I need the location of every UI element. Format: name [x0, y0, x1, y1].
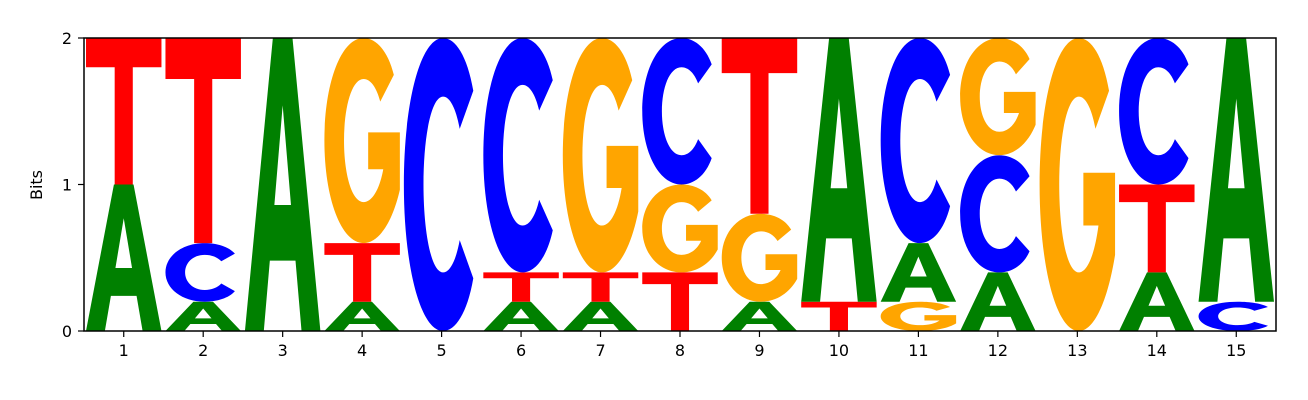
letter-c-pos-5 — [404, 38, 473, 331]
y-axis-label: Bits — [27, 170, 46, 200]
x-tick-label-5: 5 — [437, 341, 447, 360]
x-tick-label-13: 13 — [1067, 341, 1087, 360]
letter-g-pos-13 — [1040, 38, 1115, 331]
x-tick-label-2: 2 — [198, 341, 208, 360]
letter-a-pos-14 — [1119, 272, 1194, 331]
letter-c-pos-14 — [1119, 38, 1188, 185]
x-tick-label-12: 12 — [988, 341, 1008, 360]
letter-a-pos-3 — [245, 38, 320, 331]
x-tick-label-15: 15 — [1226, 341, 1246, 360]
letter-t-pos-8 — [642, 272, 717, 331]
x-axis: 1 2 3 4 5 6 7 8 9 10 11 12 13 14 15 — [119, 331, 1247, 360]
letter-t-pos-4 — [324, 243, 399, 302]
letter-a-pos-1 — [86, 185, 161, 332]
x-tick-label-10: 10 — [829, 341, 849, 360]
letter-t-pos-1 — [86, 38, 161, 185]
letter-a-pos-2 — [165, 302, 240, 331]
letter-g-pos-4 — [324, 38, 399, 243]
letter-c-pos-11 — [881, 38, 950, 243]
letter-t-pos-6 — [483, 272, 558, 301]
x-tick-label-1: 1 — [119, 341, 129, 360]
letter-t-pos-2 — [165, 38, 240, 243]
letter-t-pos-14 — [1119, 185, 1194, 273]
letter-a-pos-7 — [563, 302, 638, 331]
y-axis: 0 1 2 — [62, 29, 84, 341]
x-tick-label-9: 9 — [754, 341, 764, 360]
letter-c-pos-2 — [165, 243, 234, 302]
letter-t-pos-7 — [563, 272, 638, 301]
letter-a-pos-11 — [881, 243, 956, 302]
y-tick-label-2: 2 — [62, 29, 72, 48]
letter-c-pos-6 — [483, 38, 552, 272]
letter-g-pos-8 — [642, 185, 717, 273]
letter-a-pos-10 — [801, 38, 876, 302]
letter-c-pos-15 — [1199, 302, 1268, 331]
letter-c-pos-8 — [642, 38, 711, 185]
letter-a-pos-9 — [722, 302, 797, 331]
letter-g-pos-7 — [563, 38, 638, 272]
x-tick-label-14: 14 — [1147, 341, 1167, 360]
x-tick-label-11: 11 — [908, 341, 928, 360]
letter-a-pos-15 — [1199, 38, 1274, 302]
letter-stacks — [86, 38, 1274, 331]
x-tick-label-8: 8 — [675, 341, 685, 360]
letter-g-pos-12 — [960, 38, 1035, 155]
letter-t-pos-9 — [722, 38, 797, 214]
y-tick-label-1: 1 — [62, 176, 72, 195]
letter-a-pos-6 — [483, 302, 558, 331]
y-tick-label-0: 0 — [62, 322, 72, 341]
letter-a-pos-12 — [960, 272, 1035, 331]
letter-g-pos-11 — [881, 302, 956, 331]
letter-t-pos-10 — [801, 302, 876, 331]
x-tick-label-6: 6 — [516, 341, 526, 360]
letter-c-pos-12 — [960, 155, 1029, 272]
x-tick-label-4: 4 — [357, 341, 367, 360]
x-tick-label-7: 7 — [595, 341, 605, 360]
letter-g-pos-9 — [722, 214, 797, 302]
letter-a-pos-4 — [324, 302, 399, 331]
x-tick-label-3: 3 — [278, 341, 288, 360]
